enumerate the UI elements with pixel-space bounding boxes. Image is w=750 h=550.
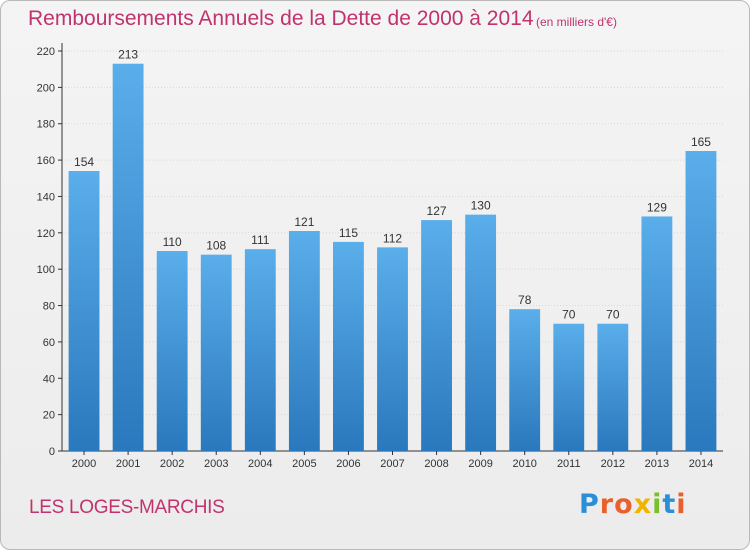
bars <box>68 63 717 452</box>
y-tick-label: 0 <box>49 446 55 458</box>
bar-2002 <box>156 251 188 451</box>
bar-2006 <box>333 241 364 451</box>
x-tick-label: 2008 <box>424 458 448 470</box>
logo-letter: o <box>614 489 634 520</box>
y-tick-label: 80 <box>43 301 55 313</box>
x-tick-label: 2005 <box>292 458 316 470</box>
bar-2000 <box>68 171 100 451</box>
x-tick-label: 2014 <box>689 458 713 470</box>
value-label: 129 <box>647 200 667 214</box>
y-tick-label: 100 <box>37 264 55 276</box>
chart-subtitle: (en milliers d'€) <box>536 15 617 29</box>
y-tick-label: 220 <box>37 46 55 58</box>
value-label: 78 <box>518 293 532 307</box>
logo-letter: i <box>676 489 687 520</box>
logo-letter: i <box>652 489 663 520</box>
y-tick-label: 40 <box>43 373 55 385</box>
chart-title: Remboursements Annuels de la Dette de 20… <box>28 7 534 30</box>
bar-2012 <box>597 323 629 451</box>
bar-2011 <box>553 323 585 451</box>
value-label: 111 <box>251 233 270 247</box>
y-tick-label: 60 <box>43 337 55 349</box>
bar-2013 <box>641 216 673 451</box>
bar-2004 <box>244 249 276 451</box>
y-tick-label: 140 <box>37 191 55 203</box>
x-tick-label: 2000 <box>72 458 96 470</box>
bar-2007 <box>377 247 408 451</box>
value-label: 121 <box>294 215 314 229</box>
value-label: 127 <box>427 204 447 218</box>
x-tick-label: 2011 <box>557 458 581 470</box>
x-tick-label: 2002 <box>160 458 184 470</box>
bar-2010 <box>509 309 541 451</box>
y-tick-label: 20 <box>43 410 55 422</box>
x-tick-label: 2012 <box>601 458 625 470</box>
bar-2001 <box>112 63 144 452</box>
x-tick-label: 2010 <box>512 458 536 470</box>
bar-2009 <box>465 214 497 451</box>
value-label: 108 <box>206 239 226 253</box>
logo-letter: x <box>633 489 653 520</box>
y-tick-label: 160 <box>37 155 55 167</box>
x-tick-label: 2013 <box>645 458 669 470</box>
logo-letter: r <box>599 489 615 520</box>
value-labels: 154 213 110 108 111 121 115 112 127 130 78 70 70 129 1… <box>74 48 711 322</box>
x-tick-label: 2007 <box>380 458 404 470</box>
value-label: 154 <box>74 155 94 169</box>
x-tick-label: 2004 <box>248 458 272 470</box>
x-tick-label: 2006 <box>336 458 360 470</box>
x-tick-label: 2001 <box>116 458 140 470</box>
value-label: 165 <box>691 135 711 149</box>
value-label: 70 <box>606 308 620 322</box>
x-tick-label: 2003 <box>204 458 228 470</box>
commune-name: LES LOGES-MARCHIS <box>29 497 225 518</box>
y-tick-label: 200 <box>37 82 55 94</box>
value-label: 70 <box>562 308 576 322</box>
x-tick-label: 2009 <box>468 458 492 470</box>
value-label: 130 <box>471 199 491 213</box>
logo-letter: t <box>662 489 677 520</box>
bar-2008 <box>421 220 452 451</box>
proxiti-logo: Proxiti <box>579 489 687 520</box>
y-tick-label: 120 <box>37 228 55 240</box>
bar-2005 <box>288 231 320 451</box>
value-label: 110 <box>163 235 182 249</box>
logo-letter: P <box>579 489 600 520</box>
y-tick-label: 180 <box>37 119 55 131</box>
bar-2003 <box>200 254 232 451</box>
value-label: 112 <box>383 231 402 245</box>
bar-2014 <box>685 151 717 451</box>
value-label: 115 <box>339 226 358 240</box>
value-label: 213 <box>118 48 138 62</box>
